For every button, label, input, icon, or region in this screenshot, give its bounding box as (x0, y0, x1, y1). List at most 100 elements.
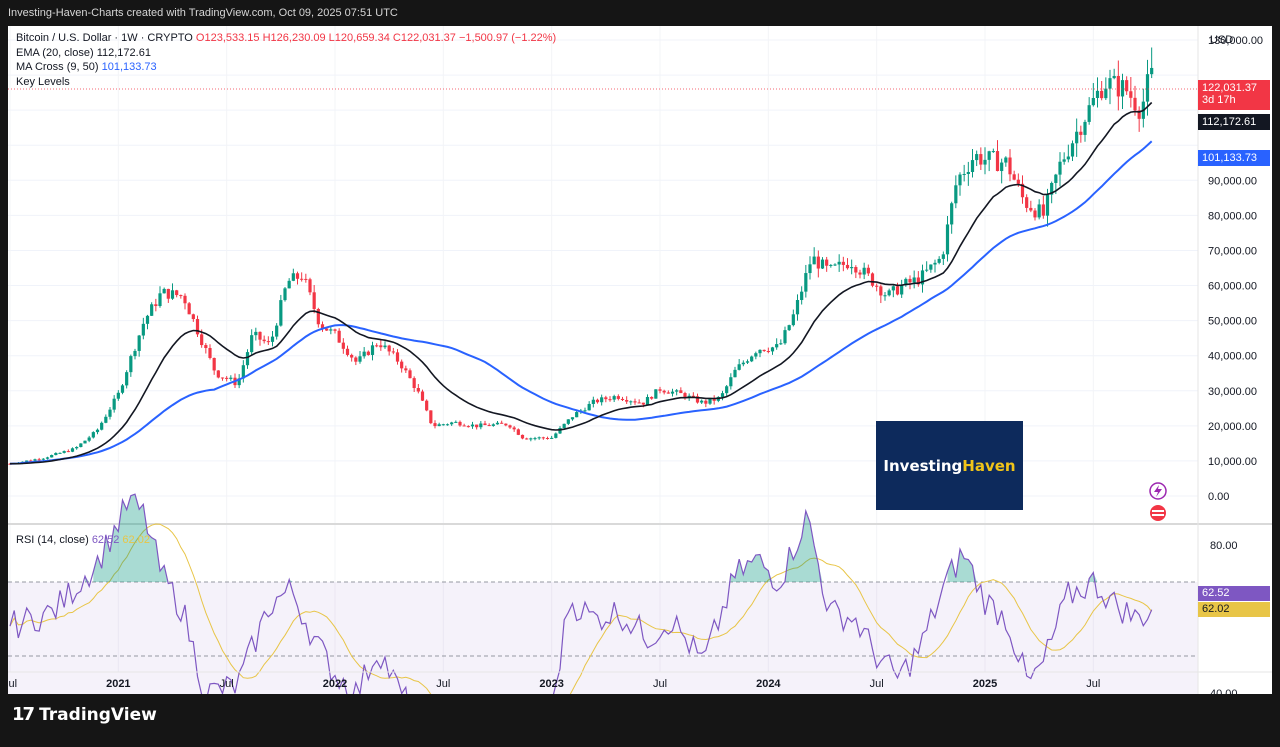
chart-legend: Bitcoin / U.S. Dollar · 1W · CRYPTO O123… (16, 31, 556, 89)
candle-body (158, 293, 162, 307)
candle-body (612, 396, 616, 400)
candle-body (1091, 97, 1095, 106)
candle-body (729, 377, 733, 387)
chart-svg[interactable]: 0.00 10,000.00 20,000.00 30,000.00 40,000.00… (3, 26, 1272, 747)
price-tick-label: 10,000.00 (1208, 456, 1257, 468)
candle-body (475, 424, 479, 428)
candle-body (1108, 78, 1112, 89)
rsi-tick-label: 80.00 (1210, 540, 1238, 552)
candle-body (287, 280, 291, 289)
candle-body (712, 398, 716, 401)
candle-body (854, 267, 858, 273)
time-tick-label: Jul (653, 678, 667, 690)
candle-body (154, 304, 158, 307)
candle-body (141, 323, 145, 336)
candle-body (800, 291, 804, 301)
candle-body (804, 273, 808, 292)
tradingview-logo[interactable]: 17 TradingView (12, 704, 157, 725)
candles (8, 47, 1154, 465)
candle-body (41, 458, 45, 460)
candle-body (262, 339, 266, 342)
time-tick-label: Jul (870, 678, 884, 690)
candle-body (879, 286, 883, 296)
candle-body (1129, 91, 1133, 98)
currency-label: USD (1210, 34, 1233, 46)
candle-body (887, 290, 891, 296)
candle-body (1116, 75, 1120, 97)
candle-body (1070, 143, 1075, 157)
candle-body (912, 277, 916, 283)
ema-row[interactable]: EMA (20, close) 112,172.61 (16, 46, 556, 61)
candle-body (162, 288, 166, 294)
candle-body (412, 378, 416, 389)
candle-body (1020, 183, 1025, 198)
candle-body (108, 409, 112, 417)
tradingview-brand: TradingView (39, 704, 157, 725)
candle-body (337, 330, 341, 343)
lightning-icon[interactable] (1149, 482, 1167, 500)
candle-body (837, 261, 841, 265)
ma-row[interactable]: MA Cross (9, 50) 101,133.73 (16, 60, 556, 75)
candle-body (104, 416, 108, 423)
rsi-ma-value: 62.02 (122, 534, 150, 546)
candle-body (200, 334, 204, 346)
candle-body (554, 433, 558, 438)
candle-body (745, 361, 750, 363)
candle-body (570, 417, 575, 420)
time-tick-label: Jul (220, 678, 234, 690)
candle-body (962, 173, 966, 175)
chart-frame[interactable]: 0.00 10,000.00 20,000.00 30,000.00 40,000.00… (3, 26, 1272, 747)
candle-body (100, 422, 104, 430)
candle-body (1050, 182, 1054, 195)
candle-body (650, 396, 654, 399)
candle-body (708, 398, 712, 404)
candle-body (825, 259, 829, 266)
candle-body (950, 203, 954, 225)
candle-body (733, 369, 737, 378)
candle-body (400, 361, 404, 369)
candle-body (1120, 80, 1125, 97)
candle-body (350, 354, 354, 358)
candle-body (70, 448, 75, 452)
candle-body (616, 396, 620, 399)
candle-body (875, 285, 879, 287)
candle-body (633, 401, 637, 403)
candle-body (320, 324, 325, 329)
rsi-legend[interactable]: RSI (14, close) 62.52 62.02 (16, 533, 150, 548)
levels-row[interactable]: Key Levels (16, 75, 556, 90)
candle-body (625, 400, 629, 402)
candle-body (937, 258, 941, 263)
candle-body (1004, 157, 1008, 163)
candle-body (775, 344, 779, 348)
candle-body (1037, 204, 1041, 218)
rsi-ma-tag: 62.02 (1198, 602, 1270, 617)
candle-body (408, 370, 412, 379)
candle-body (1033, 210, 1037, 218)
time-tick-label: 2025 (973, 678, 997, 690)
rsi-band-fill (8, 582, 1198, 730)
candle-body (954, 185, 958, 204)
candle-body (662, 390, 666, 393)
candle-body (891, 286, 895, 291)
candle-body (358, 356, 362, 362)
ohlc-open: O123,533.15 (195, 32, 260, 44)
candle-body (1058, 161, 1062, 175)
candle-body (37, 459, 41, 461)
candle-body (454, 421, 458, 423)
flag-icon[interactable] (1150, 505, 1166, 521)
candle-body (279, 300, 283, 326)
candle-body (508, 425, 512, 428)
candle-body (1112, 75, 1116, 79)
tradingview-mark-icon: 17 (12, 704, 35, 725)
candle-body (537, 437, 541, 439)
candle-body (391, 351, 395, 353)
candle-body (175, 290, 179, 296)
ema-line (10, 101, 1153, 465)
candle-body (495, 422, 500, 425)
bar-countdown: 3d 17h (1202, 94, 1236, 106)
logo-part-2: Haven (962, 456, 1016, 475)
candle-body (958, 174, 962, 186)
candle-body (345, 348, 350, 355)
candle-body (216, 370, 220, 378)
candle-body (833, 264, 837, 266)
